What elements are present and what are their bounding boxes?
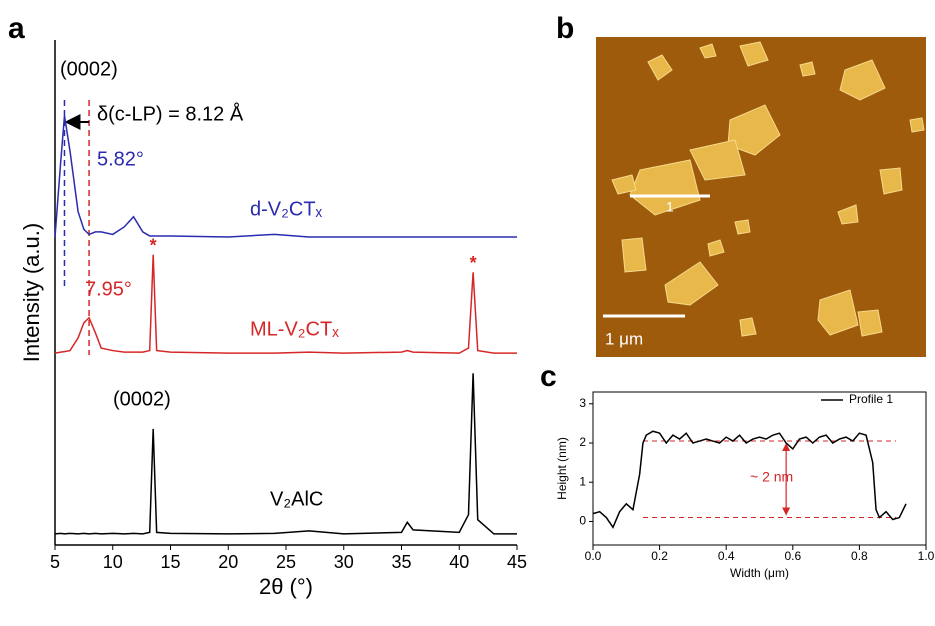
series-label: V₂AlC (270, 488, 323, 510)
profile-marker: 1 (666, 199, 674, 215)
series-label: d-V₂CTₓ (250, 198, 323, 220)
peak-marker: * (470, 253, 477, 273)
x-axis-label: 2θ (°) (259, 574, 313, 599)
y-axis-label: Intensity (a.u.) (19, 223, 44, 362)
x-tick-label: 1.0 (918, 549, 935, 563)
panel-label: b (556, 12, 574, 45)
annotation: δ(c-LP) = 8.12 Å (97, 102, 244, 125)
panel-label: c (540, 360, 557, 393)
reference-label: 5.82° (97, 148, 144, 170)
x-tick-label: 0.4 (718, 549, 735, 563)
x-tick-label: 30 (334, 552, 354, 572)
reference-label: 7.95° (85, 278, 132, 300)
data-line (592, 430, 907, 529)
x-tick-label: 15 (160, 552, 180, 572)
annotation: ~ 2 nm (750, 469, 793, 485)
x-tick-label: 25 (276, 552, 296, 572)
y-axis-label: Height (nm) (555, 437, 569, 500)
legend-label: Profile 1 (849, 392, 893, 406)
x-tick-label: 20 (218, 552, 238, 572)
data-line (54, 115, 517, 238)
scale-bar-label: 1 μm (605, 329, 643, 348)
y-tick-label: 1 (579, 474, 586, 488)
y-tick-label: 2 (579, 435, 586, 449)
x-tick-label: 0.2 (651, 549, 668, 563)
data-line (54, 254, 517, 354)
x-tick-label: 0.0 (585, 549, 602, 563)
y-tick-label: 0 (579, 514, 586, 528)
plot-frame (592, 391, 927, 546)
series-label: ML-V₂CTₓ (250, 318, 339, 340)
x-tick-label: 0.6 (784, 549, 801, 563)
x-axis-label: Width (μm) (730, 566, 789, 580)
afm-image (596, 37, 926, 357)
peak-marker: * (150, 235, 157, 255)
annotation: (0002) (113, 388, 171, 410)
panel-label: a (8, 12, 25, 45)
x-tick-label: 0.8 (851, 549, 868, 563)
x-tick-label: 10 (103, 552, 123, 572)
x-tick-label: 5 (50, 552, 60, 572)
y-tick-label: 3 (579, 396, 586, 410)
x-tick-label: 40 (449, 552, 469, 572)
x-tick-label: 35 (391, 552, 411, 572)
x-tick-label: 45 (507, 552, 527, 572)
data-line (54, 373, 517, 535)
annotation: (0002) (60, 58, 118, 80)
